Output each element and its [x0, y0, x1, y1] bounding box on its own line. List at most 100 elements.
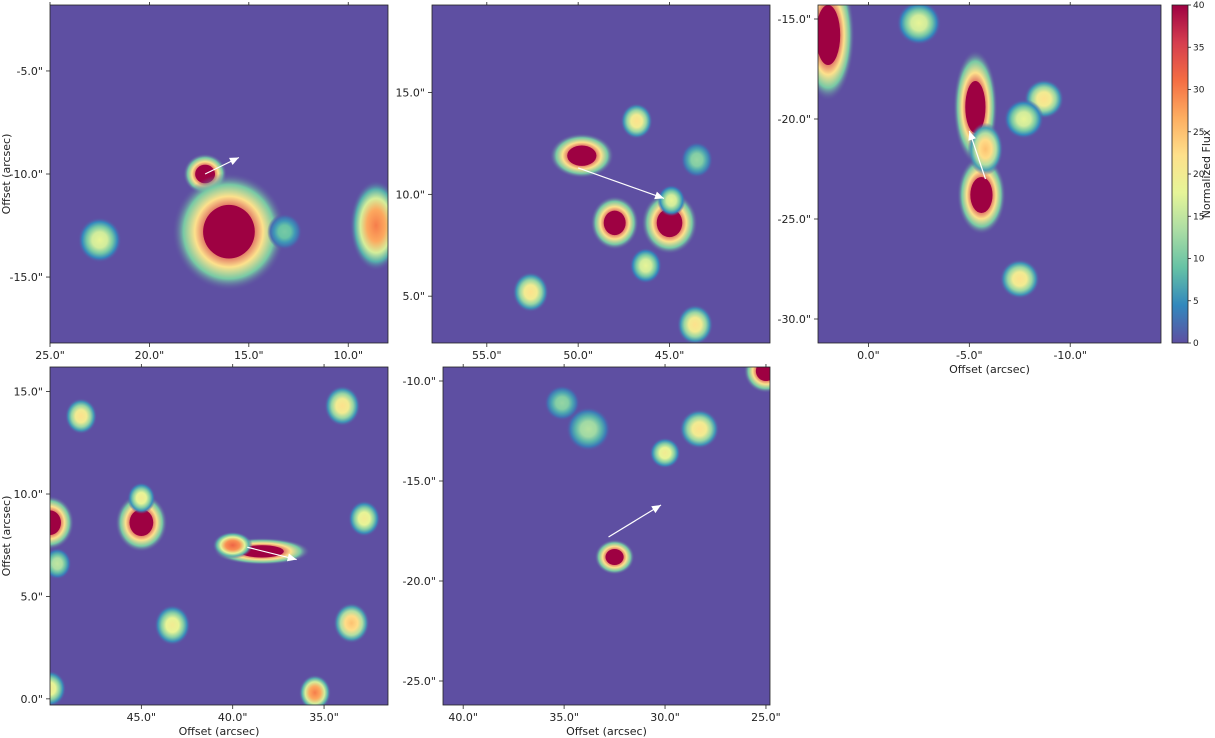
- heatmap-panel-top-left: 25.0" 20.0" 15.0" 10.0" -5.0" -10.0" -15.0" Off…: [0, 2, 389, 362]
- emission-source: [154, 604, 191, 646]
- x-tick-label: 25.0": [751, 711, 781, 724]
- emission-source: [324, 385, 361, 427]
- saturated-core: [603, 210, 626, 236]
- x-tick-label: 25.0": [35, 349, 65, 362]
- colorbar-tick-label: 5: [1193, 297, 1199, 307]
- emission-source: [896, 5, 942, 45]
- saturated-core: [970, 177, 993, 213]
- y-tick-label: -25.0": [402, 675, 436, 688]
- x-axis-label: Offset (arcsec): [566, 725, 647, 738]
- colorbar-tick-label: 25: [1193, 128, 1204, 138]
- emission-source: [680, 141, 713, 178]
- saturated-core: [965, 81, 986, 133]
- saturated-core: [755, 367, 770, 381]
- x-tick-label: 45.0": [127, 711, 157, 724]
- emission-source: [544, 385, 580, 421]
- motion-arrow-head: [286, 553, 297, 562]
- emission-source: [657, 184, 686, 217]
- x-tick-label: 35.0": [549, 711, 579, 724]
- motion-arrow-head: [968, 131, 976, 141]
- emission-source: [1003, 99, 1044, 139]
- y-tick-label: -10.0": [402, 375, 436, 388]
- heatmap-image: [432, 5, 770, 343]
- axes-frame: [442, 366, 771, 706]
- x-tick-label: 15.0": [234, 349, 264, 362]
- colorbar-tick-label: 0: [1193, 339, 1199, 349]
- saturated-core: [567, 145, 597, 166]
- saturated-core: [50, 510, 61, 535]
- motion-arrow-head: [654, 191, 665, 200]
- x-axis-label: Offset (arcsec): [949, 363, 1030, 376]
- x-tick-label: -5.0": [956, 349, 983, 362]
- emission-source: [629, 247, 662, 284]
- emission-source: [512, 271, 549, 313]
- heatmap-panel-top-right: 0.0" -5.0" -10.0" -15.0" -20.0" -25.0" -30.0" O…: [777, 2, 1162, 376]
- y-tick-label: -25.0": [777, 213, 811, 226]
- motion-arrow-head: [229, 157, 239, 166]
- emission-source: [677, 304, 714, 343]
- heatmap-image: [818, 5, 1161, 343]
- y-axis-label: Offset (arcsec): [0, 134, 13, 215]
- colorbar-tick-label: 20: [1193, 170, 1205, 180]
- y-tick-label: 10.0": [395, 188, 425, 201]
- y-tick-label: 5.0": [20, 590, 43, 603]
- emission-source: [127, 482, 156, 514]
- emission-source: [566, 407, 611, 451]
- emission-source: [349, 180, 388, 271]
- saturated-core: [818, 5, 841, 65]
- heatmap-image: [50, 367, 388, 705]
- y-tick-label: -5.0": [16, 65, 43, 78]
- axes-frame: [817, 4, 1162, 344]
- x-tick-label: -10.0": [1053, 349, 1087, 362]
- emission-source: [333, 602, 370, 644]
- emission-source: [999, 259, 1040, 299]
- colorbar: 0 5 10 15 20 25 30 35 40 Normalized Flux: [1171, 1, 1213, 349]
- x-tick-label: 10.0": [333, 349, 363, 362]
- colorbar-tick-label: 40: [1193, 1, 1205, 11]
- y-tick-label: -10.0": [9, 168, 43, 181]
- motion-arrow-head: [651, 505, 661, 514]
- x-tick-label: 45.0": [655, 349, 685, 362]
- emission-source: [212, 531, 253, 559]
- emission-source: [679, 409, 720, 449]
- emission-source: [267, 213, 303, 250]
- y-tick-label: -20.0": [777, 113, 811, 126]
- heatmap-panel-top-center: 55.0" 50.0" 45.0" 15.0" 10.0" 5.0": [395, 2, 771, 362]
- axes-frame: [431, 4, 771, 344]
- y-tick-label: 15.0": [13, 386, 43, 399]
- heatmap-panel-bottom-left: 45.0" 40.0" 35.0" 15.0" 10.0" 5.0" 0.0" Offset …: [0, 364, 389, 738]
- x-tick-label: 55.0": [472, 349, 502, 362]
- y-axis-label: Offset (arcsec): [0, 496, 13, 577]
- y-tick-label: -15.0": [402, 475, 436, 488]
- heatmap-image: [443, 367, 770, 705]
- saturated-core: [129, 509, 154, 536]
- saturated-core: [656, 208, 683, 238]
- x-tick-label: 40.0": [448, 711, 478, 724]
- y-tick-label: 5.0": [402, 290, 425, 303]
- colorbar-tick-label: 15: [1193, 212, 1204, 222]
- heatmap-panel-bottom-center: 40.0" 35.0" 30.0" 25.0" -10.0" -15.0" -20.0" -2…: [402, 364, 781, 738]
- emission-source: [77, 217, 122, 263]
- x-tick-label: 35.0": [309, 711, 339, 724]
- y-tick-label: -20.0": [402, 575, 436, 588]
- saturated-core: [203, 204, 255, 259]
- y-tick-label: -30.0": [777, 313, 811, 326]
- motion-arrow: [577, 167, 665, 199]
- emission-source: [298, 674, 331, 705]
- motion-arrow: [608, 504, 662, 538]
- colorbar-tick-label: 10: [1193, 255, 1205, 265]
- emission-source: [50, 547, 72, 580]
- y-tick-label: 15.0": [395, 87, 425, 100]
- emission-source: [649, 437, 681, 469]
- x-tick-label: 0.0": [857, 349, 880, 362]
- emission-source: [348, 500, 381, 537]
- colorbar-tick-label: 35: [1193, 43, 1204, 53]
- colorbar-tick-label: 30: [1193, 86, 1205, 96]
- colorbar-label: Normalized Flux: [1200, 129, 1213, 218]
- y-tick-label: -15.0": [777, 13, 811, 26]
- x-tick-label: 50.0": [563, 349, 593, 362]
- y-tick-label: 0.0": [20, 693, 43, 706]
- y-tick-label: -15.0": [9, 271, 43, 284]
- emission-source: [50, 495, 75, 550]
